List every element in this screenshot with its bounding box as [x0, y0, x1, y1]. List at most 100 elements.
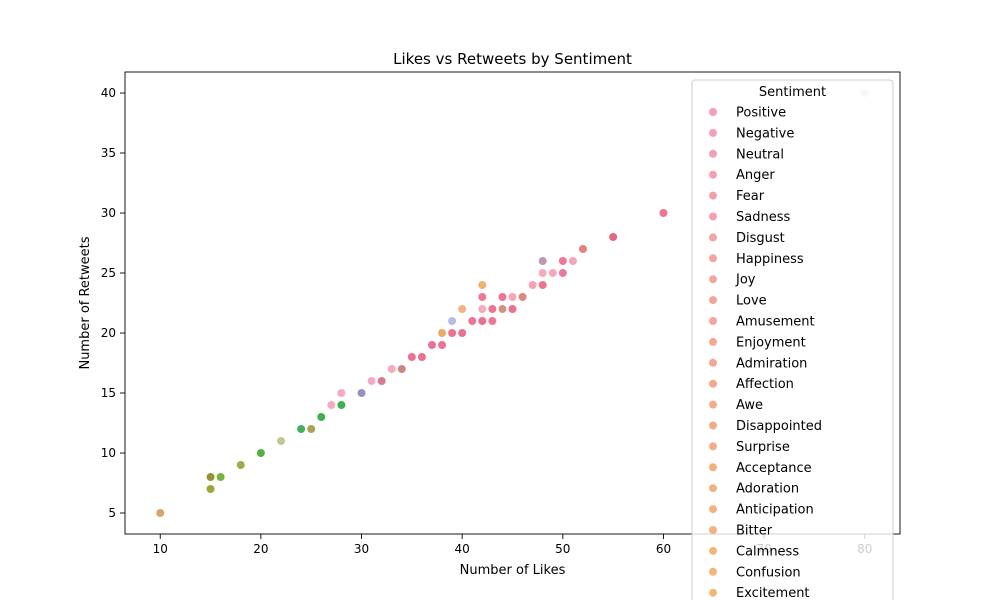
legend-marker	[709, 526, 717, 534]
chart-title: Likes vs Retweets by Sentiment	[393, 50, 632, 68]
legend-label: Confusion	[736, 565, 801, 580]
legend-entry: Love	[709, 294, 767, 309]
legend-title: Sentiment	[759, 85, 826, 100]
data-point	[468, 317, 477, 325]
data-point	[458, 305, 467, 313]
data-point	[478, 317, 487, 325]
data-point	[327, 401, 336, 409]
data-point	[337, 389, 346, 397]
data-point	[518, 293, 527, 301]
legend-marker	[709, 254, 717, 263]
legend-box	[691, 79, 894, 600]
y-tick-label: 35	[101, 146, 116, 160]
legend-marker	[709, 421, 717, 430]
legend-label: Surprise	[736, 440, 790, 455]
data-point	[448, 329, 457, 337]
data-point	[438, 329, 447, 337]
x-tick-label: 40	[455, 542, 470, 556]
legend-marker	[709, 588, 717, 597]
x-tick-label: 20	[253, 542, 268, 556]
legend-entry: Happiness	[709, 252, 804, 267]
legend-marker	[709, 317, 717, 325]
legend-entry: Adoration	[709, 482, 799, 497]
points-layer	[156, 89, 869, 517]
legend-marker	[709, 296, 717, 305]
data-point	[307, 425, 316, 433]
legend-label: Admiration	[736, 356, 807, 371]
y-tick-label: 10	[101, 446, 116, 460]
legend-label: Fear	[736, 189, 765, 204]
data-point	[216, 473, 225, 481]
data-point	[478, 305, 487, 313]
data-point	[397, 365, 406, 373]
data-point	[357, 389, 366, 397]
legend-marker	[709, 505, 717, 514]
y-tick-label: 40	[101, 86, 116, 100]
legend-entry: Negative	[709, 126, 794, 141]
data-point	[498, 305, 507, 313]
legend-entry: Anger	[709, 168, 775, 183]
legend-label: Calmness	[736, 544, 799, 559]
legend-marker	[709, 128, 717, 137]
data-point	[448, 317, 457, 325]
data-point	[508, 305, 517, 313]
data-point	[256, 449, 265, 457]
data-point	[438, 341, 447, 349]
legend-marker	[709, 108, 717, 116]
data-point	[558, 257, 567, 265]
y-axis-label: Number of Retweets	[78, 236, 93, 369]
legend-label: Awe	[736, 398, 763, 413]
legend-label: Negative	[736, 126, 794, 141]
y-tick-label: 15	[101, 386, 116, 400]
legend-entry: Fear	[709, 189, 765, 204]
legend-label: Enjoyment	[736, 335, 806, 350]
legend-entry: Calmness	[709, 544, 799, 559]
legend-label: Adoration	[736, 482, 799, 497]
data-point	[488, 317, 497, 325]
legend-entry: Excitement	[709, 586, 810, 600]
legend-entry: Amusement	[709, 315, 815, 330]
x-tick-label: 10	[153, 542, 168, 556]
legend-entry: Awe	[709, 398, 763, 413]
data-point	[156, 509, 165, 517]
legend-entry: Affection	[709, 377, 794, 392]
data-point	[297, 425, 306, 433]
data-point	[609, 233, 618, 241]
legend-entry: Acceptance	[709, 461, 812, 476]
legend-entry: Disgust	[709, 231, 785, 246]
legend-label: Affection	[736, 377, 794, 392]
legend-label: Anger	[736, 168, 775, 183]
data-point	[659, 209, 668, 217]
legend-label: Acceptance	[736, 461, 812, 476]
legend-marker	[709, 400, 717, 409]
data-point	[528, 281, 537, 289]
legend-marker	[709, 546, 717, 555]
data-point	[498, 293, 507, 301]
legend-label: Excitement	[736, 586, 810, 600]
legend-marker	[709, 379, 717, 388]
legend-marker	[709, 212, 717, 221]
data-point	[407, 353, 416, 361]
data-point	[538, 269, 547, 277]
data-point	[548, 269, 557, 277]
legend-label: Disappointed	[736, 419, 822, 434]
legend-label: Disgust	[736, 231, 785, 246]
legend-entry: Disappointed	[709, 419, 822, 434]
data-point	[337, 401, 346, 409]
legend-entry: Surprise	[709, 440, 790, 455]
legend-entry: Enjoyment	[709, 335, 806, 350]
legend-entry: Admiration	[709, 356, 807, 371]
data-point	[417, 353, 426, 361]
legend-label: Love	[736, 294, 767, 309]
data-point	[427, 341, 436, 349]
legend-marker	[709, 442, 717, 451]
legend-label: Amusement	[736, 315, 815, 330]
data-point	[206, 485, 215, 493]
data-point	[478, 281, 487, 289]
legend-entry: Confusion	[709, 565, 801, 580]
plot-frame	[124, 71, 901, 535]
legend-marker	[709, 191, 717, 200]
data-point	[508, 293, 517, 301]
legend-label: Positive	[736, 106, 786, 121]
